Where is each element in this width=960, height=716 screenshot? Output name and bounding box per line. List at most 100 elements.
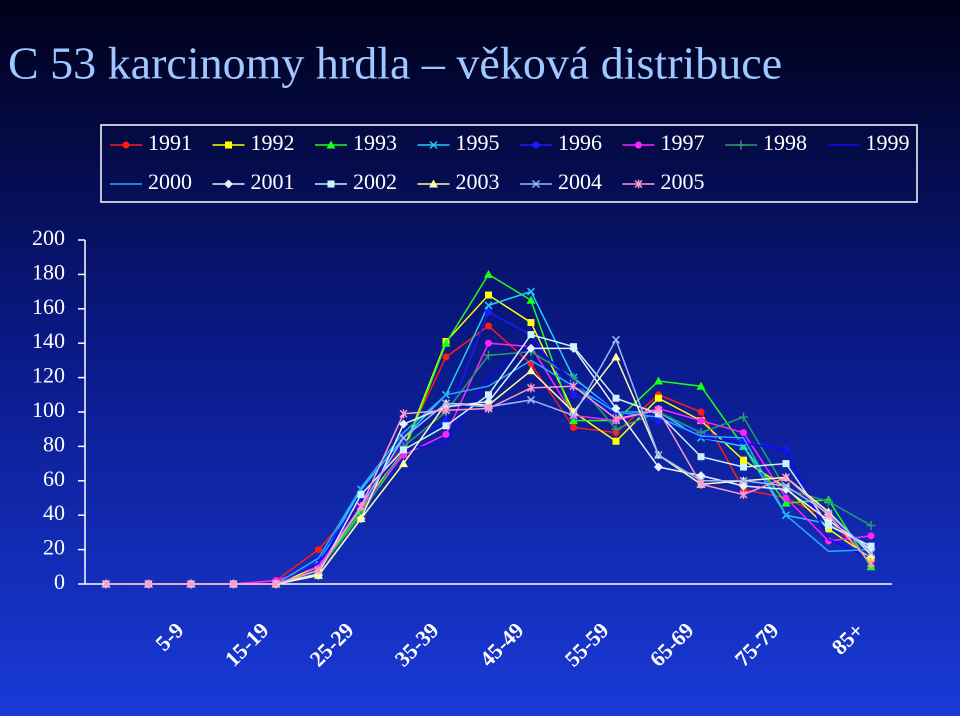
data-point [569, 411, 578, 420]
y-tick-label: 80 [43, 431, 65, 456]
data-point [782, 494, 790, 502]
data-point [441, 405, 451, 415]
data-point [612, 437, 620, 445]
data-point [399, 409, 408, 419]
data-point [612, 394, 620, 402]
legend-label: 1996 [558, 130, 602, 155]
data-point [654, 376, 663, 385]
legend-label: 1995 [456, 130, 500, 155]
data-point [485, 339, 492, 347]
data-point [654, 450, 663, 460]
data-point [526, 343, 536, 353]
data-point [569, 416, 578, 425]
data-point [484, 269, 493, 278]
data-point [314, 570, 323, 579]
legend-marker [736, 140, 746, 150]
data-point [485, 322, 492, 330]
data-point [101, 579, 111, 589]
data-point [739, 412, 748, 422]
data-point [442, 353, 450, 361]
data-point [356, 514, 366, 523]
data-point [825, 522, 832, 530]
data-point [866, 549, 876, 558]
data-point [144, 579, 153, 589]
legend-marker [225, 141, 232, 149]
data-point [697, 408, 705, 416]
legend-label: 1997 [661, 130, 705, 155]
data-point [357, 491, 365, 499]
data-point [696, 479, 706, 489]
legend-marker [634, 179, 643, 189]
legend-box [100, 124, 918, 203]
legend-marker [429, 179, 438, 188]
legend-label: 1992 [251, 130, 295, 155]
data-point [526, 287, 536, 296]
data-point [867, 542, 875, 550]
legend-label: 2001 [251, 169, 295, 194]
data-point [442, 422, 450, 430]
legend-marker [326, 140, 336, 149]
data-point [442, 430, 450, 438]
data-point [781, 481, 791, 490]
y-tick-label: 160 [32, 294, 65, 319]
data-point [315, 546, 322, 554]
data-point [569, 381, 578, 391]
data-point [654, 405, 663, 415]
data-point [570, 343, 577, 351]
y-tick-label: 100 [32, 397, 65, 422]
data-point [697, 417, 705, 425]
y-tick-label: 200 [32, 225, 65, 250]
legend-label: 1998 [763, 130, 807, 155]
legend-marker [429, 140, 438, 150]
y-tick-label: 20 [43, 535, 65, 560]
legend-label: 2003 [456, 169, 500, 194]
legend-label: 2004 [558, 169, 602, 194]
data-point [229, 579, 238, 589]
data-point [866, 521, 876, 531]
data-point [314, 565, 323, 575]
data-point [399, 419, 408, 429]
data-point [739, 490, 748, 500]
data-point [441, 338, 451, 347]
legend-label: 2005 [661, 169, 705, 194]
data-point [399, 433, 408, 442]
data-point [484, 404, 493, 414]
data-point [485, 391, 492, 399]
chart-title: C 53 karcinomy hrdla – věková distribuce [8, 38, 782, 89]
data-point [485, 308, 492, 316]
data-point [611, 404, 621, 414]
legend-marker [327, 180, 335, 188]
data-point [740, 463, 747, 471]
data-point [611, 335, 621, 344]
data-point [526, 295, 536, 304]
data-point [655, 417, 662, 425]
legend-marker [122, 141, 130, 149]
data-point [654, 462, 663, 472]
data-point [655, 394, 662, 402]
y-tick-label: 60 [43, 466, 65, 491]
y-tick-label: 120 [32, 363, 65, 388]
data-point [782, 460, 790, 468]
data-point [527, 331, 535, 339]
y-tick-label: 40 [43, 500, 65, 525]
data-point [740, 429, 747, 437]
legend-label: 2002 [353, 169, 397, 194]
data-point [696, 381, 706, 390]
data-point [781, 472, 791, 482]
data-point [484, 350, 493, 360]
data-point [611, 424, 621, 434]
legend-label: 2000 [148, 169, 192, 194]
data-point [781, 498, 791, 507]
y-tick-label: 140 [32, 328, 65, 353]
data-point [866, 558, 876, 568]
data-point [526, 383, 536, 393]
data-point [824, 510, 833, 520]
y-tick-label: 0 [54, 569, 65, 594]
data-point [570, 423, 577, 431]
data-point [399, 459, 408, 468]
legend-marker [532, 141, 540, 149]
data-point [400, 446, 407, 454]
legend-marker [224, 179, 233, 189]
